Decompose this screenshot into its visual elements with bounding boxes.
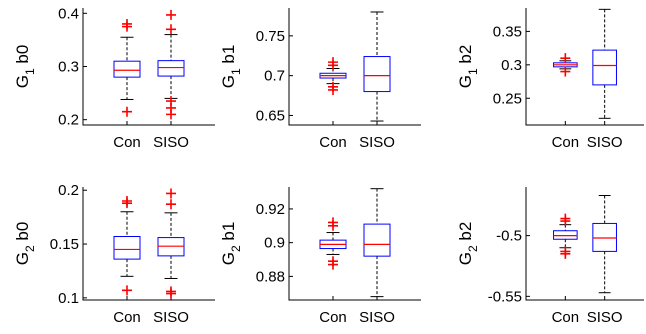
y-axis-label: G1 b0: [13, 45, 37, 89]
subplot-3: 0.25 0.3 0.35 G1 b2 Con SISO: [456, 8, 644, 151]
x-tick-label: Con: [552, 309, 580, 326]
subplot-6: -0.55 -0.5 G2 b2 Con SISO: [456, 187, 644, 326]
subplot-5: 0.88 0.9 0.92 G2 b1 Con SISO: [219, 187, 421, 326]
subplot-1: 0.2 0.3 0.4 G1 b0 Con SISO: [13, 5, 215, 151]
x-tick-label: SISO: [587, 309, 623, 326]
iqr-box: [113, 236, 141, 260]
box-siso: [157, 188, 185, 299]
outlier-marker: [328, 217, 338, 228]
y-axis-label: G1 b1: [219, 45, 243, 89]
x-tick-label: SISO: [153, 134, 189, 151]
iqr-box: [553, 230, 578, 240]
iqr-box: [363, 56, 391, 93]
axis-lines: [288, 187, 421, 301]
box-con: [319, 57, 347, 95]
box-siso: [363, 11, 391, 122]
box-con: [113, 18, 141, 117]
y-axis-label: G2 b1: [219, 222, 243, 266]
x-tick-label: Con: [113, 309, 141, 326]
y-tick-label: 0.1: [58, 290, 79, 307]
outlier-marker: [560, 246, 571, 257]
outlier-marker: [328, 57, 338, 68]
y-tick-label: -0.5: [496, 228, 522, 245]
box-siso: [592, 8, 617, 119]
y-tick-label: 0.35: [493, 23, 522, 40]
x-tick-label: Con: [319, 309, 347, 326]
axis-lines: [525, 187, 644, 301]
x-tick-label: Con: [319, 134, 347, 151]
outlier-marker: [122, 106, 132, 117]
outlier-marker: [560, 213, 571, 224]
iqr-box: [157, 60, 185, 77]
iqr-box: [363, 223, 391, 257]
y-tick-label: 0.3: [58, 59, 79, 76]
y-tick-label: 0.92: [256, 201, 285, 218]
box-con: [319, 217, 347, 270]
box-siso: [157, 9, 185, 120]
subplot-2: 0.65 0.7 0.75 G1 b1 Con SISO: [219, 8, 421, 151]
outlier-marker: [122, 18, 132, 29]
outlier-marker: [166, 24, 176, 35]
outlier-marker: [166, 96, 176, 107]
x-tick-label: SISO: [359, 134, 395, 151]
x-tick-label: Con: [113, 134, 141, 151]
y-tick-label: 0.3: [501, 57, 522, 74]
outlier-marker: [328, 256, 338, 267]
y-tick-label: 0.2: [58, 112, 79, 129]
y-tick-label: 0.88: [256, 268, 285, 285]
outlier-marker: [166, 188, 176, 199]
axis-lines: [82, 8, 215, 126]
y-tick-label: 0.75: [256, 28, 285, 45]
y-axis-label: G1 b2: [456, 45, 480, 89]
x-tick-label: SISO: [359, 309, 395, 326]
outlier-marker: [166, 9, 176, 20]
outlier-marker: [166, 286, 176, 297]
axis-lines: [82, 187, 215, 301]
axis-lines: [525, 8, 644, 126]
iqr-box: [592, 222, 617, 252]
y-tick-label: -0.55: [488, 288, 522, 305]
y-tick-label: 0.9: [264, 235, 285, 252]
y-tick-label: 0.65: [256, 107, 285, 124]
x-tick-label: Con: [552, 134, 580, 151]
iqr-box: [113, 60, 141, 78]
box-con: [553, 213, 578, 259]
y-tick-label: 0.2: [58, 182, 79, 199]
y-tick-label: 0.7: [264, 68, 285, 85]
box-con: [553, 53, 578, 77]
box-siso: [592, 195, 617, 294]
y-axis-label: G2 b0: [13, 222, 37, 266]
y-tick-label: 0.4: [58, 5, 79, 22]
iqr-box: [592, 49, 617, 86]
outlier-marker: [122, 195, 132, 206]
axis-lines: [288, 8, 421, 126]
box-siso: [363, 188, 391, 298]
y-tick-label: 0.25: [493, 90, 522, 107]
subplot-4: 0.1 0.15 0.2 G2 b0 Con SISO: [13, 182, 215, 326]
outlier-marker: [560, 66, 571, 77]
x-tick-label: SISO: [153, 309, 189, 326]
outlier-marker: [328, 81, 338, 92]
x-tick-label: SISO: [587, 134, 623, 151]
box-con: [113, 195, 141, 296]
outlier-marker: [166, 199, 176, 210]
y-tick-label: 0.15: [50, 236, 79, 253]
outlier-marker: [122, 285, 132, 296]
y-axis-label: G2 b2: [456, 222, 480, 266]
outlier-marker: [560, 53, 571, 64]
